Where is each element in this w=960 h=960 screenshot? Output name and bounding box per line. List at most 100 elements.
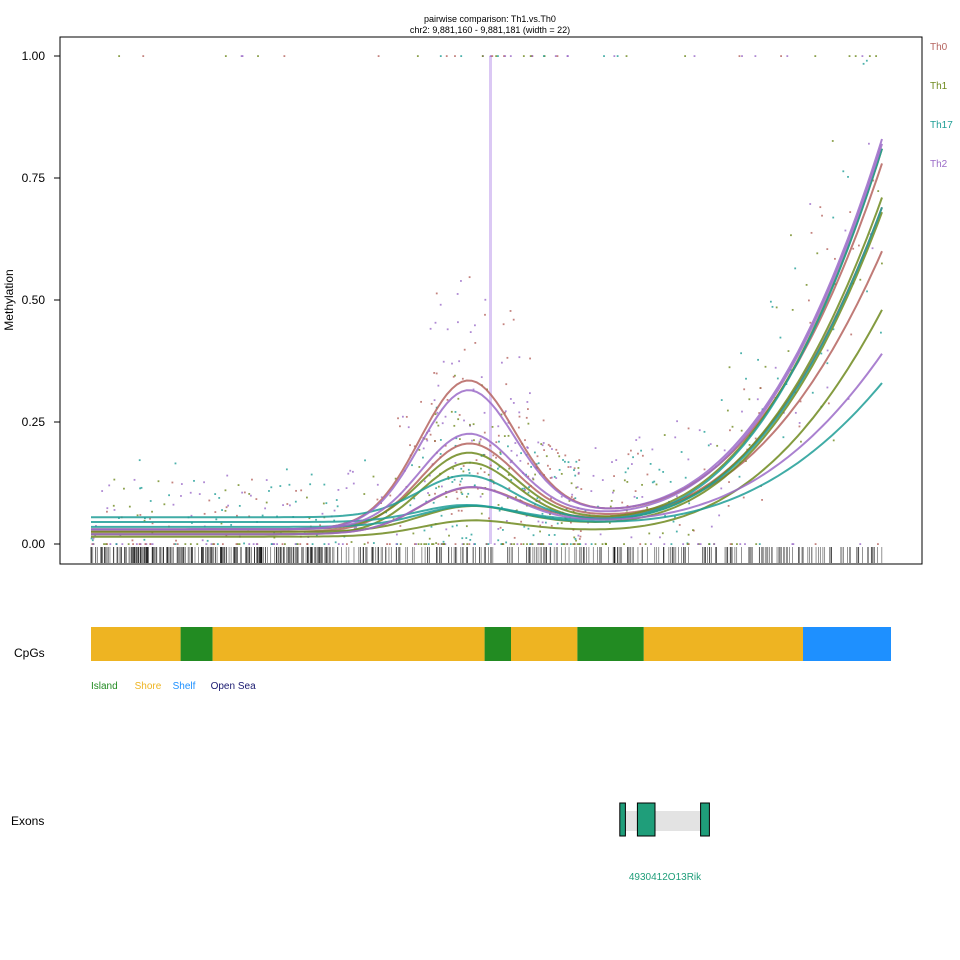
- data-point: [473, 543, 475, 545]
- data-point: [441, 422, 444, 425]
- data-point: [151, 543, 154, 545]
- data-point: [238, 504, 241, 507]
- data-point: [556, 543, 559, 545]
- data-point: [476, 472, 479, 475]
- data-point: [590, 490, 593, 493]
- data-point: [472, 423, 475, 426]
- data-point: [624, 471, 627, 474]
- data-point: [805, 283, 808, 286]
- data-point: [90, 537, 93, 540]
- data-point: [180, 495, 182, 497]
- cpg-track: [91, 627, 891, 661]
- data-point: [144, 543, 147, 545]
- data-point: [448, 534, 450, 537]
- data-point: [457, 418, 460, 421]
- data-point: [678, 524, 681, 526]
- data-point: [193, 479, 195, 482]
- data-point: [480, 376, 483, 379]
- data-point: [831, 140, 834, 142]
- data-point: [206, 539, 209, 542]
- data-point: [454, 444, 457, 447]
- data-point: [265, 501, 268, 504]
- data-point: [528, 486, 530, 489]
- data-point: [294, 500, 297, 503]
- data-point: [481, 493, 484, 495]
- data-point: [237, 484, 240, 486]
- data-point: [562, 459, 564, 461]
- data-point: [639, 543, 642, 545]
- data-point: [456, 497, 459, 500]
- data-point: [641, 496, 644, 498]
- data-point: [877, 190, 880, 192]
- data-point: [680, 451, 683, 453]
- data-point: [590, 543, 593, 545]
- data-point: [536, 455, 539, 458]
- data-point: [422, 447, 425, 450]
- y-tick-label: 1.00: [22, 49, 46, 63]
- cpg-legend-item: Open Sea: [211, 681, 256, 692]
- data-point: [568, 500, 571, 502]
- data-point: [459, 480, 462, 483]
- data-point: [550, 497, 552, 500]
- data-point: [136, 514, 139, 517]
- data-point: [527, 475, 530, 478]
- data-point: [205, 543, 208, 545]
- data-point: [862, 62, 865, 65]
- data-point: [510, 543, 513, 545]
- data-point: [462, 470, 465, 473]
- data-point: [566, 55, 569, 57]
- data-point: [208, 499, 211, 502]
- data-point: [203, 512, 206, 515]
- data-point: [576, 543, 579, 545]
- cpg-segment-shore: [212, 627, 485, 661]
- data-point: [611, 491, 614, 494]
- data-point: [728, 366, 731, 369]
- data-point: [482, 453, 485, 456]
- data-point: [461, 543, 464, 545]
- data-point: [388, 543, 391, 545]
- data-point: [454, 543, 457, 545]
- data-point: [128, 505, 131, 508]
- data-point: [539, 543, 542, 545]
- data-point: [529, 392, 531, 395]
- data-point: [441, 543, 444, 545]
- data-point: [151, 510, 153, 513]
- data-point: [279, 485, 282, 487]
- data-point: [413, 497, 416, 500]
- data-point: [337, 543, 340, 545]
- data-point: [544, 521, 547, 524]
- data-point: [435, 292, 438, 295]
- data-point: [418, 466, 421, 468]
- data-point: [550, 476, 553, 479]
- data-point: [550, 524, 553, 527]
- data-point: [707, 444, 710, 447]
- data-point: [684, 55, 687, 57]
- cpg-legend-item: Shore: [135, 681, 162, 692]
- data-point: [539, 524, 542, 527]
- data-point: [500, 361, 503, 364]
- data-point: [127, 543, 130, 545]
- data-point: [621, 501, 624, 504]
- data-point: [738, 55, 741, 57]
- data-point: [517, 426, 520, 429]
- data-point: [143, 519, 146, 522]
- data-point: [495, 441, 498, 444]
- data-point: [112, 504, 115, 507]
- data-point: [613, 55, 616, 57]
- data-point: [455, 524, 458, 527]
- data-point: [201, 539, 204, 542]
- cpg-segment-shore: [91, 627, 181, 661]
- data-point: [638, 436, 641, 439]
- data-point: [519, 459, 522, 462]
- data-point: [428, 537, 431, 540]
- data-point: [594, 447, 597, 449]
- data-point: [558, 468, 561, 471]
- data-point: [392, 518, 395, 520]
- data-point: [533, 451, 536, 454]
- data-point: [786, 55, 789, 57]
- data-point: [520, 543, 523, 545]
- data-point: [306, 543, 309, 545]
- data-point: [345, 487, 348, 490]
- data-point: [476, 487, 479, 490]
- data-point: [564, 454, 567, 457]
